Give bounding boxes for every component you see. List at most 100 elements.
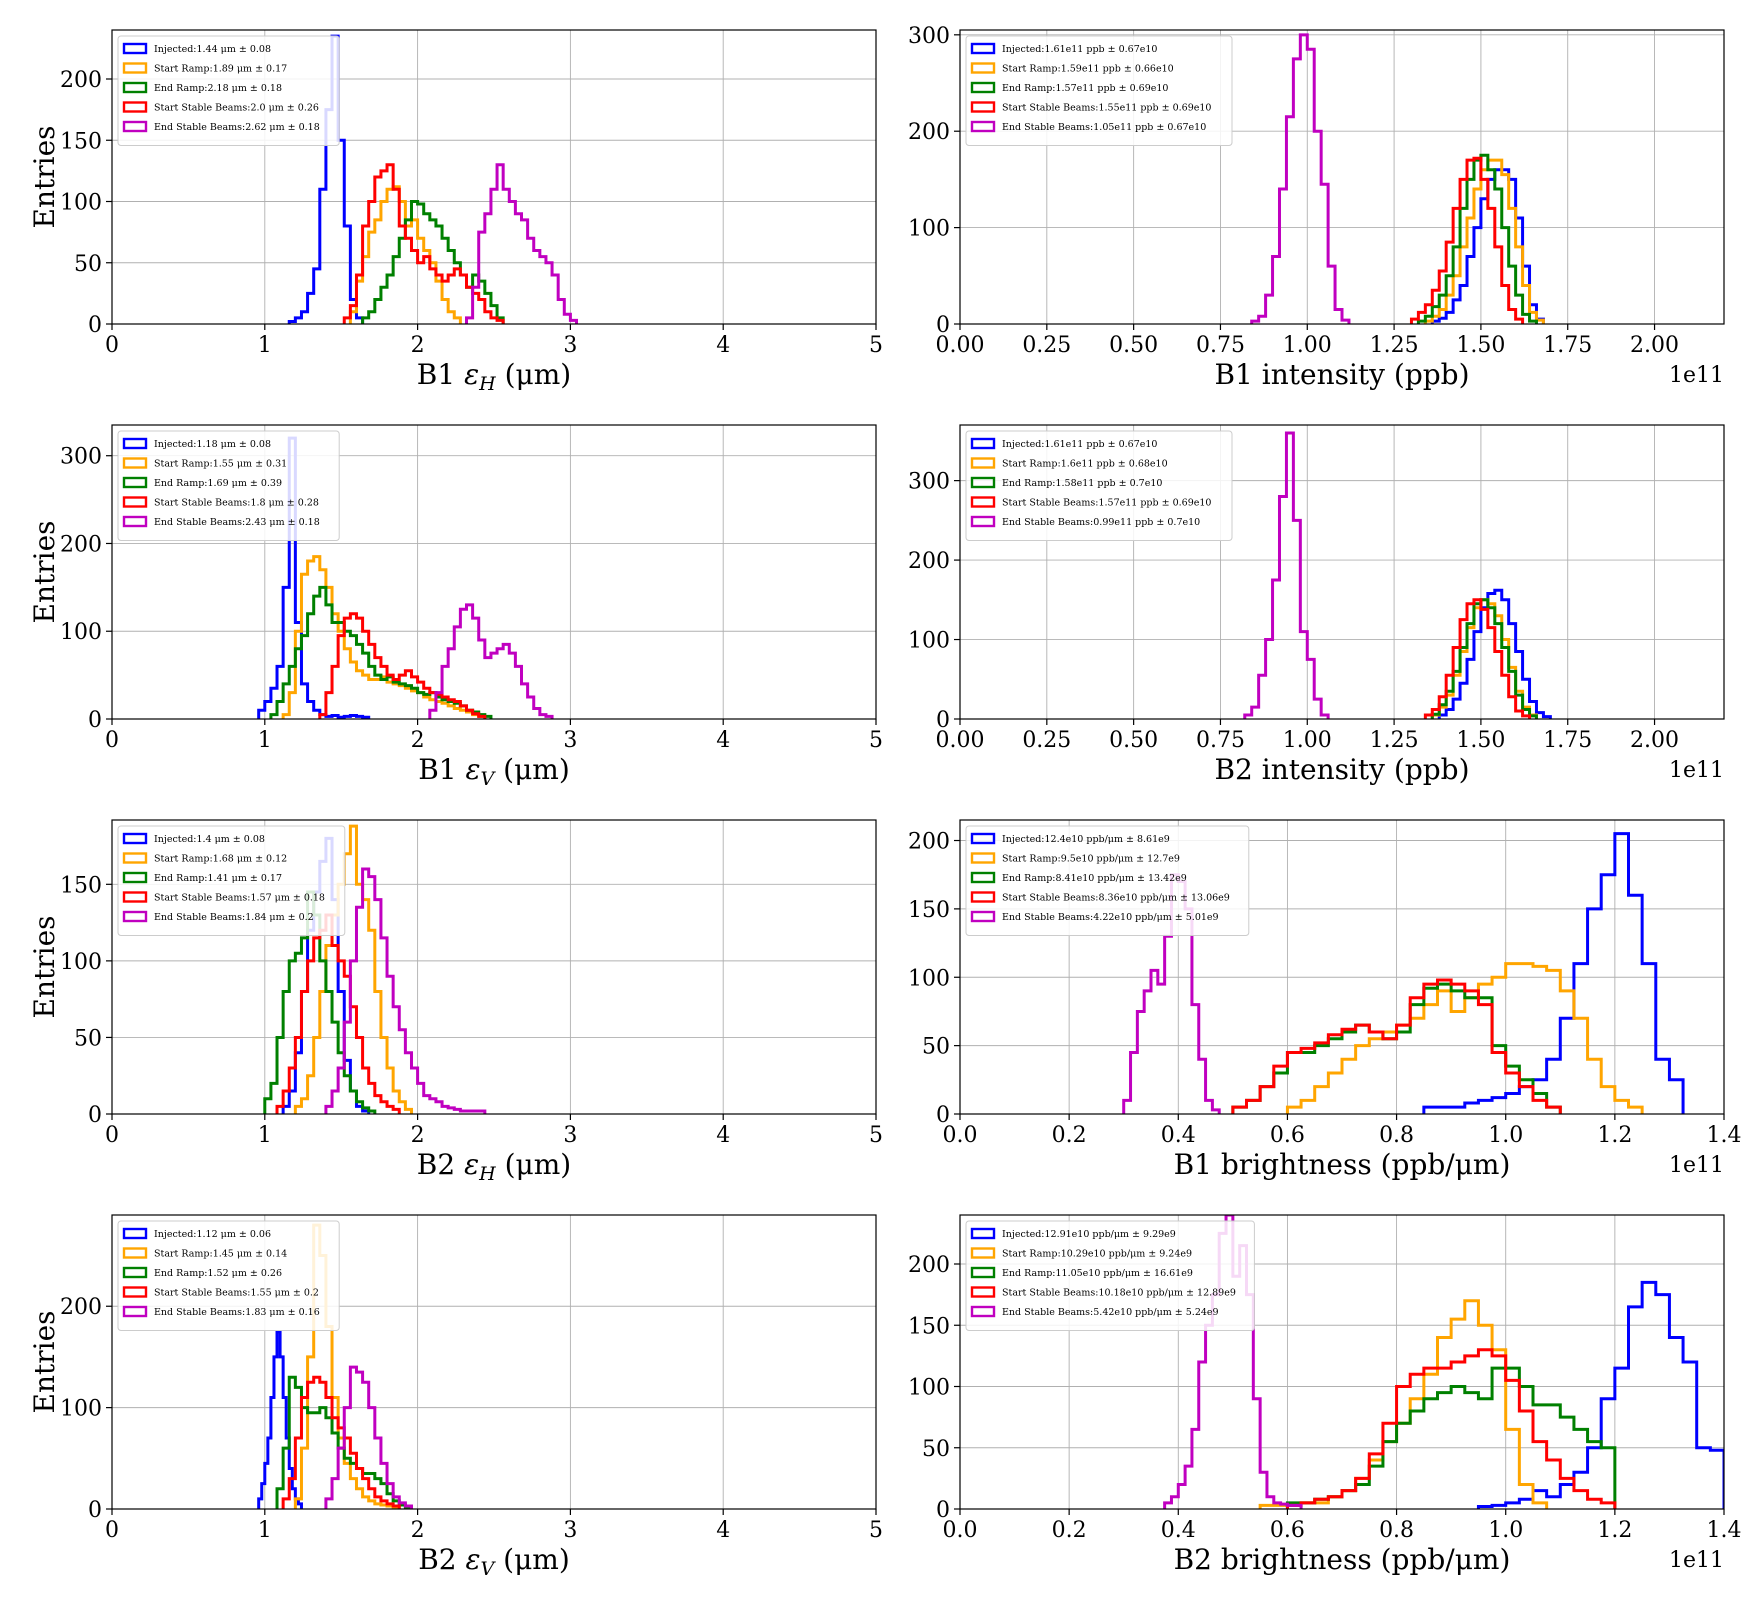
series-group [1163,1215,1724,1509]
legend-entry: Injected:12.91e10 ppb/μm ± 9.29e9 [1002,1229,1176,1240]
legend-box [965,1220,1255,1331]
legend-swatch [970,476,996,489]
legend-entry: Start Stable Beams:8.36e10 ppb/μm ± 13.0… [1002,893,1230,904]
legend-entry: Injected:12.4e10 ppb/μm ± 8.61e9 [1002,834,1170,845]
legend-entry: End Ramp:8.41e10 ppb/μm ± 13.42e9 [1002,873,1187,884]
x-tick-label: 3 [563,1518,577,1543]
legend-swatch [970,81,996,94]
x-tick-label: 1.00 [1283,333,1332,358]
legend-entry: End Ramp:11.05e10 ppb/μm ± 16.61e9 [1002,1268,1193,1279]
histogram-series-5 [1243,431,1330,719]
legend: Injected:1.44 μm ± 0.08 Start Ramp:1.89 μ… [117,35,340,146]
legend-swatch [122,496,148,508]
x-tick-label: 0.75 [1196,333,1245,358]
legend-entry: Start Ramp:1.59e11 ppb ± 0.66e10 [1002,64,1174,75]
y-tick-label: 200 [908,830,950,855]
legend-swatch [970,457,996,469]
histogram-series-2 [1285,962,1644,1114]
x-axis-offset: 1e11 [1669,758,1724,783]
legend-entry: Start Stable Beams:2.0 μm ± 0.26 [154,103,319,114]
y-tick-label: 200 [908,1253,950,1278]
legend-box [117,430,340,541]
legend: Injected:1.61e11 ppb ± 0.67e10 Start Ramp… [965,430,1233,541]
legend-box [117,825,346,936]
y-tick-label: 0 [88,708,102,733]
legend-entry: End Stable Beams:2.62 μm ± 0.18 [154,122,320,133]
histogram-series-1 [1476,1280,1724,1509]
y-tick-label: 300 [908,470,950,495]
legend-swatch [970,496,996,508]
legend-swatch [122,1247,148,1259]
histogram-series-1 [257,436,371,719]
x-tick-label: 2 [411,333,425,358]
legend-entry: Start Stable Beams:1.55e11 ppb ± 0.69e10 [1002,103,1211,114]
y-tick-label: 300 [60,445,102,470]
y-tick-label: 150 [60,129,102,154]
legend-swatch [970,1227,996,1240]
x-tick-label: 0.75 [1196,728,1245,753]
legend-entry: Start Stable Beams:1.55 μm ± 0.2 [154,1288,319,1299]
legend-swatch [122,515,148,528]
y-tick-label: 50 [74,252,102,277]
x-axis-offset: 1e11 [1669,363,1724,388]
legend-entry: Start Stable Beams:1.8 μm ± 0.28 [154,498,319,509]
y-tick-label: 150 [908,1314,950,1339]
x-tick-label: 0.4 [1161,1518,1196,1543]
legend-swatch [970,1247,996,1259]
y-tick-label: 100 [908,629,950,654]
histogram-series-3 [269,585,493,719]
legend-swatch [122,457,148,469]
legend-entry: Start Ramp:1.6e11 ppb ± 0.68e10 [1002,459,1168,470]
legend-entry: Injected:1.44 μm ± 0.08 [154,44,271,55]
legend-swatch [122,891,148,903]
legend-entry: Start Stable Beams:1.57 μm ± 0.18 [154,893,325,904]
series-group [1243,431,1552,719]
histogram-series-4 [1285,1348,1617,1509]
x-tick-label: 0 [105,1123,119,1148]
x-tick-label: 0.00 [936,728,985,753]
histogram-series-1 [1422,832,1685,1114]
panel-b2-ev: 0 1 2 3 4 5 0 100 200 B2 εV (μm) Entries Injected:1… [28,1214,883,1580]
legend-swatch [970,515,996,528]
y-tick-label: 50 [74,1026,102,1051]
x-axis-label: B1 εV (μm) [418,753,570,790]
legend-entry: End Ramp:1.57e11 ppb ± 0.69e10 [1002,83,1168,94]
y-tick-label: 200 [60,532,102,557]
x-tick-label: 0 [105,1518,119,1543]
histogram-series-3 [1416,153,1538,324]
x-tick-label: 1.25 [1370,728,1419,753]
histogram-series-4 [275,913,401,1114]
series-group [1122,832,1685,1114]
x-tick-label: 5 [869,728,883,753]
series-group [287,34,579,324]
x-tick-label: 4 [716,333,730,358]
x-axis-label: B2 intensity (ppb) [1214,753,1469,786]
y-axis-label: Entries [28,520,61,623]
legend-swatch [122,1305,148,1318]
legend-entry: End Ramp:1.41 μm ± 0.17 [154,873,282,884]
axes-frame [111,819,877,1115]
legend-entry: Start Ramp:9.5e10 ppb/μm ± 12.7e9 [1002,854,1180,865]
axes-frame [111,424,877,720]
y-tick-label: 100 [60,1397,102,1422]
x-tick-label: 1 [258,1123,272,1148]
legend-swatch [970,120,996,133]
legend-entry: End Stable Beams:4.22e10 ppb/μm ± 5.01e9 [1002,912,1219,923]
legend: Injected:1.12 μm ± 0.06 Start Ramp:1.45 μ… [117,1220,340,1331]
x-tick-label: 0.50 [1109,728,1158,753]
histogram-series-2 [293,824,413,1114]
x-tick-label: 0 [105,333,119,358]
x-tick-label: 1.00 [1283,728,1332,753]
legend-entry: End Stable Beams:2.43 μm ± 0.18 [154,517,320,528]
x-axis-label: B2 brightness (ppb/μm) [1174,1543,1511,1576]
histogram-series-5 [324,1365,413,1509]
legend-swatch [970,910,996,923]
legend-box [965,430,1233,541]
legend-swatch [970,1286,996,1298]
histogram-series-5 [465,163,579,324]
x-tick-label: 0.0 [943,1518,978,1543]
legend-entry: End Ramp:1.52 μm ± 0.26 [154,1268,282,1279]
x-tick-label: 0.4 [1161,1123,1196,1148]
